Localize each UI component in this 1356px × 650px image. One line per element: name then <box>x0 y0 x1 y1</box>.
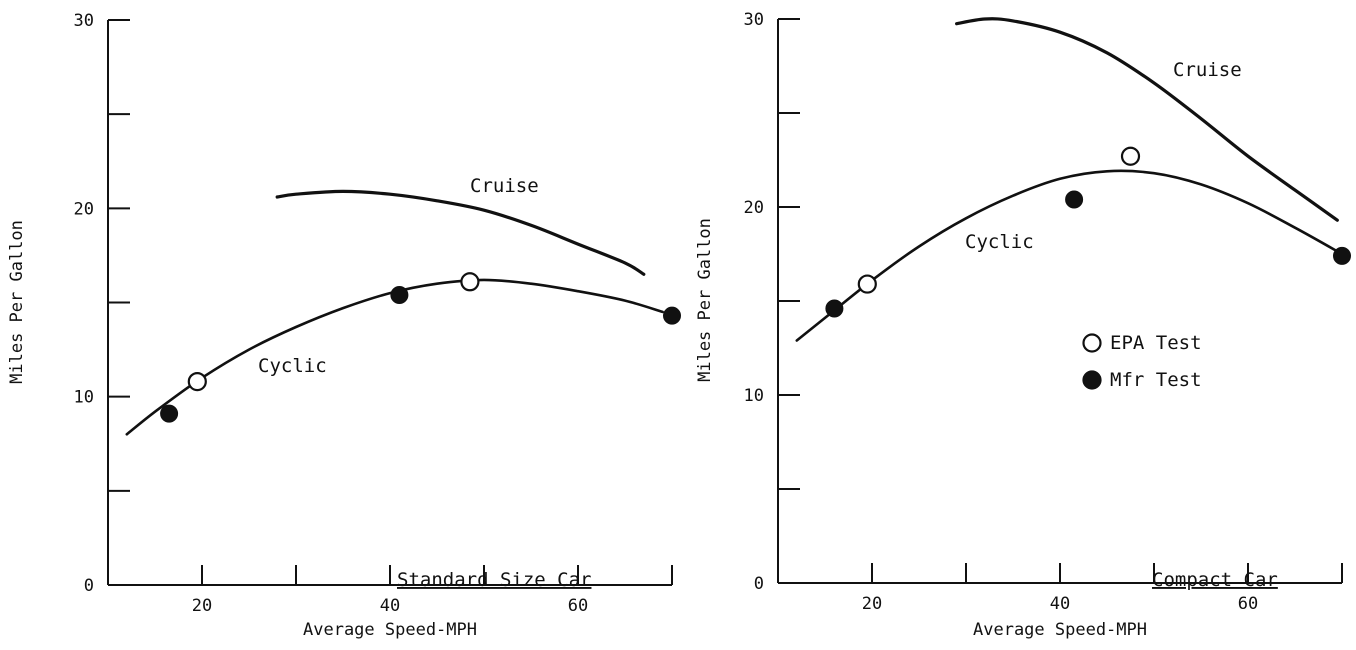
legend-filled-marker <box>1082 370 1102 390</box>
cruise-curve <box>275 189 646 276</box>
legend-label: Mfr Test <box>1110 369 1202 391</box>
chart-caption: Standard Size Car <box>397 569 591 591</box>
cyclic-curve-label: Cyclic <box>965 231 1034 253</box>
y-axis-label: Miles Per Gallon <box>695 218 715 382</box>
legend-label: EPA Test <box>1110 332 1202 354</box>
chart-panel-1: 0 10 20 30 20 40 60 Average Speed-MPH Miles Per … <box>7 11 681 640</box>
cruise-curve-label: Cruise <box>1173 59 1242 81</box>
mfr-test-point <box>663 306 681 325</box>
y-tick-label: 0 <box>84 576 94 596</box>
mfr-test-point <box>825 299 844 318</box>
chart-caption: Compact Car <box>1152 569 1278 591</box>
y-tick-label: 30 <box>74 11 94 31</box>
x-tick-label: 20 <box>862 594 882 614</box>
x-tick-label: 60 <box>568 596 588 616</box>
cyclic-curve <box>125 278 664 436</box>
x-axis-label: Average Speed-MPH <box>973 620 1147 640</box>
cyclic-curve-label: Cyclic <box>258 355 327 377</box>
epa-test-point <box>187 372 207 392</box>
cruise-curve <box>955 17 1339 222</box>
y-tick-label: 20 <box>74 199 94 219</box>
epa-test-point <box>460 272 480 292</box>
mfr-test-point <box>390 285 409 304</box>
x-tick-label: 60 <box>1238 594 1258 614</box>
x-axis-label: Average Speed-MPH <box>303 620 477 640</box>
y-axis-label: Miles Per Gallon <box>7 220 27 384</box>
cruise-curve-label: Cruise <box>470 175 539 197</box>
mfr-test-point <box>160 404 179 423</box>
x-tick-label: 40 <box>380 596 400 616</box>
x-tick-label: 20 <box>192 596 212 616</box>
y-tick-label: 10 <box>744 386 764 406</box>
x-tick-label: 40 <box>1050 594 1070 614</box>
y-tick-label: 0 <box>754 574 764 594</box>
mfr-test-point <box>1065 190 1084 209</box>
y-tick-label: 30 <box>744 10 764 30</box>
epa-test-point <box>857 274 877 294</box>
y-tick-label: 20 <box>744 198 764 218</box>
epa-test-point <box>1120 146 1141 166</box>
legend: EPA Test Mfr Test <box>1082 332 1202 391</box>
y-tick-label: 10 <box>74 388 94 408</box>
legend-open-marker <box>1082 333 1102 353</box>
chart-panel-2: 0 10 20 30 20 40 60 Average Speed-MPH Miles Per … <box>695 10 1351 640</box>
mfr-test-point <box>1333 246 1351 265</box>
